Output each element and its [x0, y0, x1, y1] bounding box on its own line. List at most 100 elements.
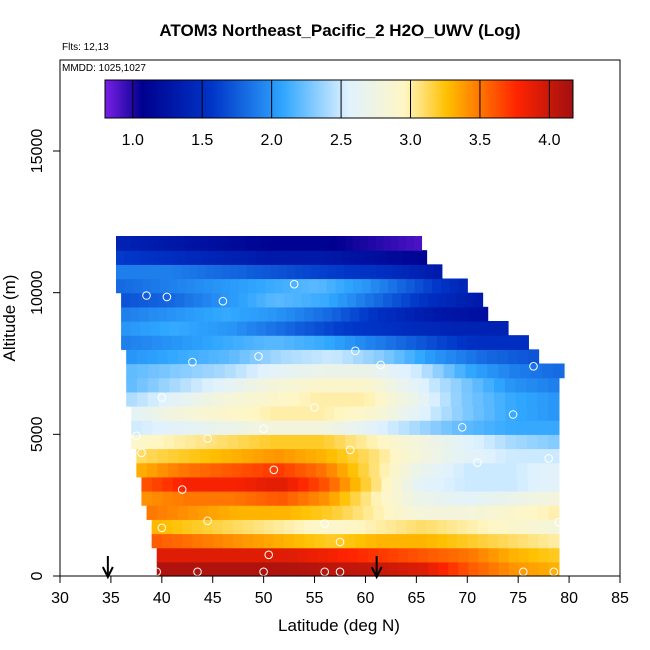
heatmap-cell — [215, 236, 224, 251]
heatmap-cell — [202, 519, 214, 535]
heatmap-cell — [166, 306, 177, 322]
x-tick-label: 75 — [509, 590, 527, 607]
heatmap-cell — [151, 491, 163, 506]
heatmap-cell — [238, 292, 249, 308]
heatmap-cell — [355, 420, 368, 435]
heatmap-cell — [240, 250, 249, 265]
heatmap-cell — [498, 547, 510, 563]
heatmap-cell — [121, 335, 132, 350]
heatmap-cell — [307, 561, 319, 577]
heatmap-cell — [398, 561, 409, 577]
heatmap-cell — [327, 547, 339, 563]
heatmap-cell — [263, 250, 272, 265]
heatmap-cell — [141, 406, 154, 421]
heatmap-cell — [352, 505, 364, 520]
heatmap-cell — [462, 406, 474, 421]
heatmap-cell — [310, 377, 322, 393]
heatmap-cell — [379, 448, 391, 464]
heatmap-cell — [188, 349, 199, 365]
heatmap-cell — [381, 491, 393, 506]
heatmap-cell — [352, 236, 361, 251]
heatmap-cell — [406, 236, 415, 251]
heatmap-cell — [361, 278, 372, 294]
heatmap-cell — [359, 306, 370, 322]
heatmap-cell — [408, 561, 419, 577]
heatmap-cell — [136, 448, 148, 464]
heatmap-cell — [261, 236, 270, 251]
heatmap-cell — [416, 519, 428, 535]
heatmap-cell — [371, 491, 383, 506]
heatmap-cell — [222, 335, 234, 350]
heatmap-cell — [284, 335, 295, 350]
heatmap-cell — [263, 448, 275, 464]
heatmap-cell — [200, 236, 209, 251]
heatmap-cell — [325, 250, 334, 265]
heatmap-cell — [496, 491, 508, 506]
heatmap-cell — [285, 321, 296, 336]
chart-title: ATOM3 Northeast_Pacific_2 H2O_UWV (Log) — [159, 21, 520, 40]
heatmap-cell — [401, 264, 410, 280]
heatmap-cell — [495, 462, 507, 478]
heatmap-cell — [335, 264, 345, 280]
heatmap-cell — [432, 363, 445, 379]
heatmap-cell — [116, 264, 125, 280]
heatmap-cell — [538, 476, 550, 492]
heatmap-cell — [324, 533, 336, 549]
heatmap-cell — [365, 335, 377, 350]
heatmap-cell — [204, 491, 216, 506]
heatmap-cell — [224, 476, 236, 492]
heatmap-cell — [156, 561, 168, 577]
heatmap-cell — [184, 236, 193, 251]
heatmap-cell — [151, 533, 163, 549]
heatmap-cell — [280, 434, 293, 450]
heatmap-cell — [527, 491, 539, 506]
heatmap-cell — [304, 335, 316, 350]
sample-point — [259, 424, 268, 434]
heatmap-cell — [357, 561, 369, 577]
sample-markers — [111, 220, 574, 577]
heatmap-cell — [185, 306, 195, 322]
heatmap-cell — [186, 561, 198, 577]
heatmap-cell — [464, 491, 477, 506]
heatmap-cell — [193, 476, 205, 492]
heatmap-cell — [180, 391, 192, 407]
heatmap-cell — [232, 250, 241, 265]
sample-point — [320, 519, 330, 528]
heatmap-cell — [437, 292, 447, 308]
heatmap-cell — [382, 321, 393, 336]
heatmap-cell — [377, 547, 389, 563]
heatmap-cell — [280, 505, 292, 520]
heatmap-cell — [531, 363, 543, 379]
heatmap-cell — [318, 476, 330, 492]
heatmap-cell — [462, 420, 474, 435]
heatmap-cell — [218, 349, 230, 365]
sample-point — [457, 423, 467, 432]
heatmap-cell — [387, 420, 400, 435]
heatmap-cell — [291, 406, 303, 421]
heatmap-cell — [508, 335, 519, 350]
heatmap-cell — [365, 292, 375, 308]
heatmap-cell — [452, 420, 464, 435]
heatmap-cell — [506, 476, 518, 492]
heatmap-cell — [126, 363, 138, 379]
heatmap-cell — [208, 349, 220, 365]
heatmap-cell — [356, 292, 366, 308]
heatmap-cell — [159, 278, 170, 294]
heatmap-cell — [518, 547, 530, 563]
heatmap-cell — [375, 377, 387, 393]
heatmap-cell — [538, 547, 550, 563]
heatmap-cell — [527, 462, 539, 478]
heatmap-cell — [157, 462, 169, 478]
heatmap-cell — [334, 335, 346, 350]
heatmap-cell — [317, 278, 328, 294]
heatmap-cell — [396, 377, 409, 393]
heatmap-cell — [376, 264, 386, 280]
heatmap-cell — [294, 519, 305, 535]
heatmap-cell — [370, 278, 381, 294]
heatmap-cell — [548, 420, 560, 435]
heatmap-cell — [363, 505, 374, 520]
heatmap-cell — [245, 236, 255, 251]
heatmap-cell — [239, 349, 251, 365]
heatmap-cell — [298, 476, 310, 492]
heatmap-cell — [348, 250, 358, 265]
